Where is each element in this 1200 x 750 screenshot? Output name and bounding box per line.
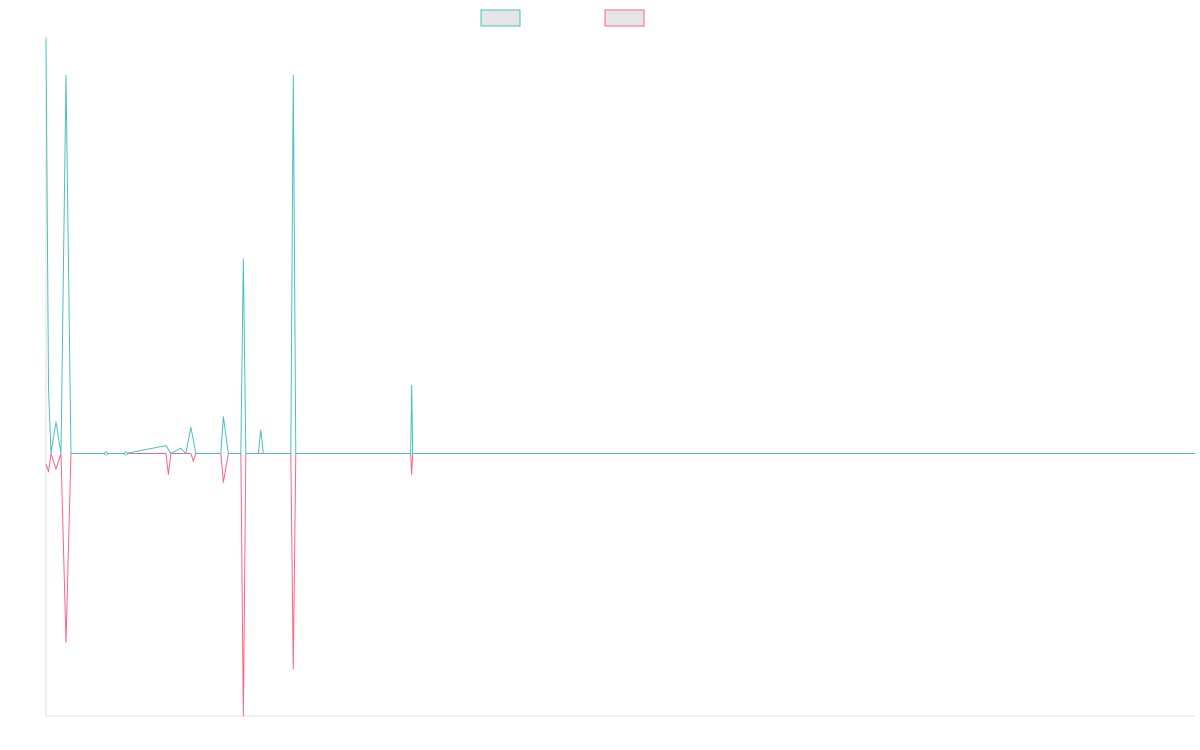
series-group <box>45 38 1195 717</box>
legend[interactable] <box>480 9 645 27</box>
legend-swatch-1[interactable] <box>480 9 521 27</box>
legend-swatch-2[interactable] <box>604 9 645 27</box>
series-line-1 <box>45 38 1195 454</box>
series-point-marker-2 <box>124 451 128 456</box>
axes <box>45 36 1195 717</box>
series-point-marker-1 <box>104 451 108 456</box>
series-line-2 <box>45 452 1195 717</box>
